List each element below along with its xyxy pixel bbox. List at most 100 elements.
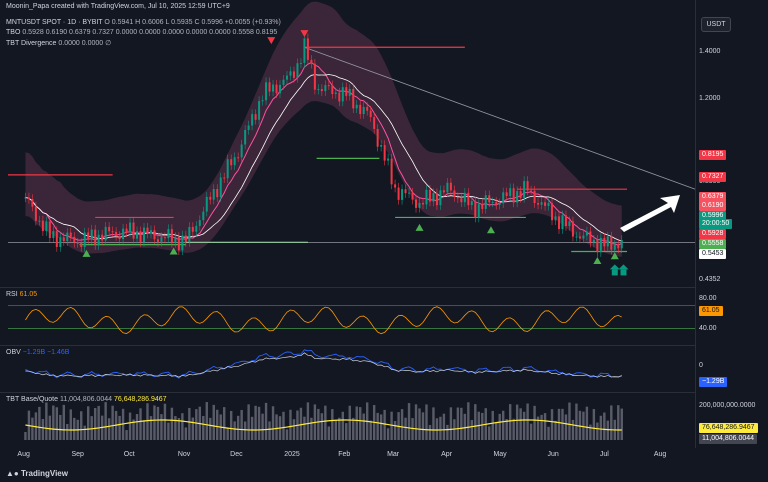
logo-text: TradingView bbox=[20, 469, 68, 478]
candle-body bbox=[421, 202, 424, 205]
candle-body bbox=[272, 84, 275, 92]
candle-body bbox=[390, 158, 393, 185]
volume-bar bbox=[243, 421, 247, 440]
volume-bar bbox=[205, 402, 208, 440]
symbol-name: MNTUSDT SPOT · 1D · BYBIT bbox=[6, 19, 103, 26]
candle-body bbox=[477, 204, 480, 218]
candle-body bbox=[230, 159, 233, 166]
candle-body bbox=[66, 232, 69, 242]
candle-body bbox=[202, 211, 205, 221]
candle-body bbox=[380, 145, 383, 147]
volume-bar bbox=[463, 413, 467, 440]
candle-body bbox=[348, 88, 351, 96]
candle-body bbox=[355, 104, 358, 109]
tbo-values: 0.5928 0.6190 0.6379 0.7327 0.0000 0.000… bbox=[22, 29, 278, 36]
volume-bar bbox=[407, 403, 411, 440]
tbo-legend[interactable]: TBO 0.5928 0.6190 0.6379 0.7327 0.0000 0… bbox=[6, 28, 277, 37]
price-tick: 1.2000 bbox=[699, 95, 721, 103]
volume-bar bbox=[449, 407, 453, 440]
volume-bar bbox=[191, 417, 195, 440]
candle-body bbox=[331, 85, 334, 95]
volume-bar bbox=[247, 404, 250, 440]
volume-bar bbox=[432, 407, 435, 440]
obv-legend[interactable]: OBV −1.29B −1.46B bbox=[6, 349, 69, 356]
price-tag: 0.7327 bbox=[699, 172, 727, 182]
volume-bar bbox=[324, 405, 327, 440]
divergence-legend[interactable]: TBT Divergence 0.0000 0.0000 ∅ bbox=[6, 39, 111, 48]
volume-bar bbox=[488, 426, 491, 440]
candle-body bbox=[408, 192, 411, 194]
candle-body bbox=[289, 71, 292, 76]
volume-bar bbox=[470, 420, 474, 440]
pane-divider-volume[interactable] bbox=[0, 392, 695, 393]
candle-body bbox=[561, 215, 564, 230]
candle-body bbox=[345, 87, 348, 96]
volume-bar bbox=[456, 407, 460, 440]
candle-body bbox=[352, 88, 355, 109]
pane-divider-obv[interactable] bbox=[0, 345, 695, 346]
candle-body bbox=[306, 38, 309, 60]
time-tick: Dec bbox=[230, 451, 243, 458]
candle-body bbox=[369, 110, 372, 118]
volume-bar bbox=[498, 413, 501, 440]
volume-bar bbox=[62, 404, 65, 440]
volume-bar bbox=[348, 405, 351, 440]
tv-logo-icon: ▲● bbox=[6, 469, 21, 478]
ma-line-pink bbox=[25, 61, 622, 246]
candle-body bbox=[244, 129, 247, 145]
volume-bar bbox=[299, 407, 303, 440]
candle-body bbox=[139, 231, 142, 243]
volume-bar bbox=[87, 406, 90, 440]
volume-bar bbox=[320, 413, 324, 440]
volume-bar bbox=[359, 407, 362, 440]
candle-body bbox=[62, 237, 65, 242]
volume-bar bbox=[48, 415, 52, 440]
volume-bar bbox=[550, 409, 554, 440]
volume-bar bbox=[547, 426, 550, 440]
candle-body bbox=[59, 237, 62, 247]
volume-bar bbox=[128, 412, 132, 440]
trend-line bbox=[304, 46, 696, 190]
volume-bar bbox=[317, 408, 320, 440]
volume-bar bbox=[491, 410, 494, 440]
candle-body bbox=[195, 225, 198, 232]
price-tick: 0.4352 bbox=[699, 276, 721, 283]
candle-body bbox=[149, 230, 152, 234]
candle-body bbox=[373, 117, 376, 129]
rsi-value-tag: 61.05 bbox=[699, 306, 723, 316]
candle-body bbox=[366, 106, 369, 111]
rsi-legend[interactable]: RSI 61.05 bbox=[6, 291, 37, 298]
candle-body bbox=[87, 232, 90, 240]
divergence-values: 0.0000 0.0000 ∅ bbox=[58, 40, 112, 47]
volume-bar bbox=[24, 432, 27, 440]
candle-body bbox=[153, 230, 156, 240]
candle-body bbox=[240, 144, 243, 158]
volume-legend[interactable]: TBT Base/Quote 11,004,806.0044 76,648,28… bbox=[6, 396, 167, 403]
candle-body bbox=[101, 234, 104, 241]
currency-button[interactable]: USDT bbox=[701, 17, 731, 32]
volume-bar bbox=[345, 423, 348, 440]
volume-bar bbox=[414, 404, 418, 440]
candle-body bbox=[526, 181, 529, 191]
candle-body bbox=[446, 182, 449, 193]
candle-body bbox=[317, 89, 320, 91]
candle-body bbox=[122, 228, 125, 240]
rsi-label: RSI bbox=[6, 291, 18, 298]
candle-body bbox=[498, 203, 501, 205]
volume-value-b: 76,648,286.9467 bbox=[113, 396, 167, 403]
pane-divider-rsi[interactable] bbox=[0, 287, 695, 288]
obv-plot bbox=[25, 349, 623, 379]
volume-bar bbox=[400, 409, 404, 440]
volume-bar bbox=[177, 418, 181, 440]
candle-body bbox=[551, 203, 554, 221]
candle-body bbox=[136, 231, 139, 239]
volume-bar bbox=[66, 424, 69, 440]
candle-body bbox=[397, 187, 400, 200]
volume-bar bbox=[592, 409, 596, 440]
symbol-legend[interactable]: MNTUSDT SPOT · 1D · BYBIT O 0.5941 H 0.6… bbox=[6, 18, 281, 27]
tradingview-logo[interactable]: ▲● TradingView bbox=[6, 469, 68, 478]
candle-body bbox=[303, 38, 306, 63]
volume-bar bbox=[181, 413, 184, 440]
volume-bar bbox=[390, 411, 393, 440]
